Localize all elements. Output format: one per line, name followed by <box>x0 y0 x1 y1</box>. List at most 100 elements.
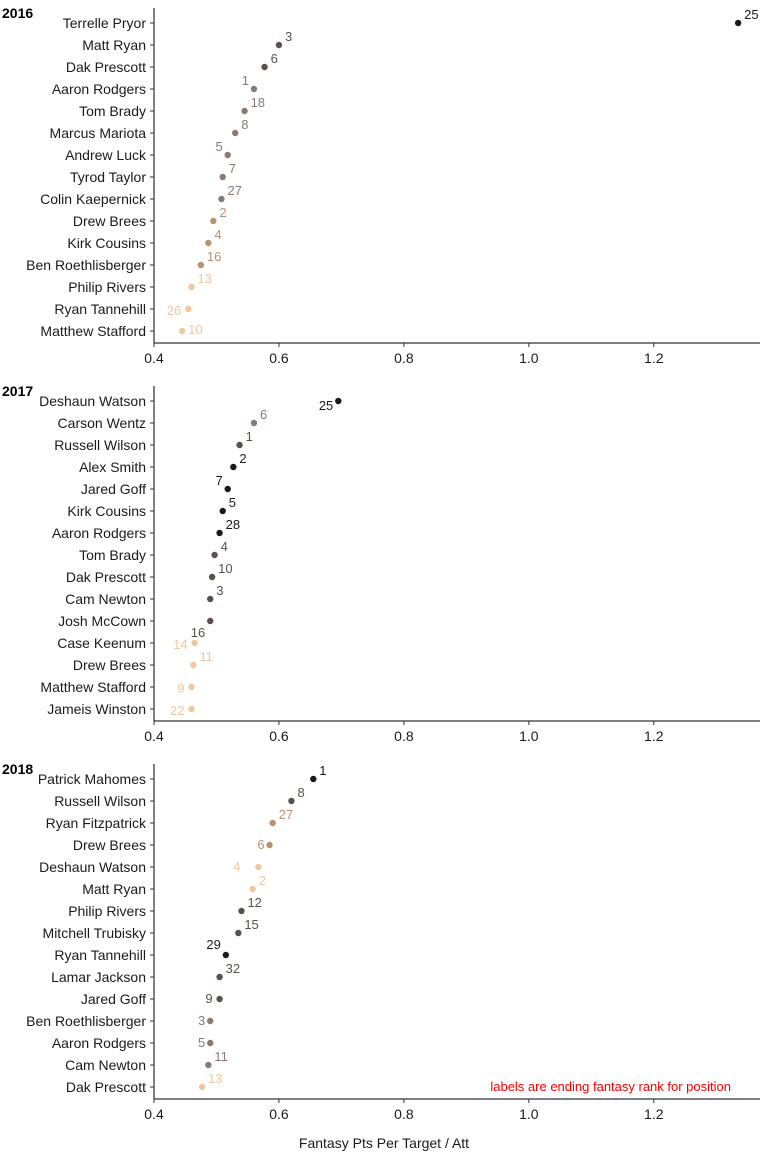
y-category-label: Alex Smith <box>79 459 146 475</box>
rank-label: 5 <box>198 1035 205 1050</box>
y-category-label: Drew Brees <box>73 837 146 853</box>
x-tick-label: 1.2 <box>644 1106 664 1122</box>
rank-label: 14 <box>173 637 187 652</box>
rank-label: 11 <box>214 1049 228 1064</box>
data-point <box>250 419 258 427</box>
rank-label: 6 <box>271 51 278 66</box>
data-point <box>235 929 242 937</box>
rank-label: 4 <box>233 859 240 874</box>
rank-label: 8 <box>241 117 248 132</box>
y-category-label: Mitchell Trubisky <box>43 925 146 941</box>
data-point <box>185 305 192 313</box>
panel-2018: 2018 0.4 0.6 0.8 1.0 1.2 Patrick Mahomes 1 Russe… <box>2 761 760 1122</box>
rank-label: 28 <box>226 517 240 532</box>
y-category-label: Case Keenum <box>57 635 146 651</box>
rank-label: 2 <box>239 451 246 466</box>
rank-label: 3 <box>285 29 292 44</box>
y-category-label: Jared Goff <box>81 481 146 497</box>
y-category-label: Ryan Tannehill <box>54 301 146 317</box>
y-category-label: Marcus Mariota <box>50 125 147 141</box>
data-point <box>216 529 223 537</box>
rank-label: 16 <box>191 625 205 640</box>
y-category-label: Tom Brady <box>79 103 146 119</box>
y-category-label: Cam Newton <box>65 1057 146 1073</box>
y-category-label: Carson Wentz <box>58 415 146 431</box>
data-point <box>238 907 245 915</box>
rank-label: 13 <box>197 271 211 286</box>
x-tick-label: 0.4 <box>144 350 164 366</box>
rank-label: 1 <box>242 73 249 88</box>
x-tick-label: 0.4 <box>144 728 164 744</box>
data-point <box>178 327 186 335</box>
rank-label: 13 <box>208 1071 222 1086</box>
y-category-label: Kirk Cousins <box>67 235 146 251</box>
data-point <box>224 151 231 159</box>
x-tick-label: 0.4 <box>144 1106 164 1122</box>
rank-label: 11 <box>199 649 213 664</box>
data-point <box>255 863 262 871</box>
rank-label: 9 <box>205 991 212 1006</box>
rank-label: 3 <box>198 1013 205 1028</box>
rank-label: 1 <box>319 763 326 778</box>
data-point <box>216 973 223 981</box>
y-category-label: Russell Wilson <box>54 437 146 453</box>
rank-label: 3 <box>216 583 223 598</box>
rank-label: 9 <box>177 681 184 696</box>
data-point <box>224 485 231 493</box>
data-point <box>207 1039 214 1047</box>
y-category-label: Dak Prescott <box>66 1079 146 1095</box>
data-point <box>241 107 248 115</box>
y-category-label: Tom Brady <box>79 547 146 563</box>
rank-label: 8 <box>297 785 304 800</box>
y-category-label: Philip Rivers <box>68 903 146 919</box>
data-point <box>288 797 295 805</box>
data-point <box>222 951 230 959</box>
y-category-label: Russell Wilson <box>54 793 146 809</box>
data-point <box>250 85 258 93</box>
y-category-label: Drew Brees <box>73 657 146 673</box>
data-point <box>734 19 742 27</box>
rank-label: 27 <box>227 183 241 198</box>
y-category-label: Aaron Rodgers <box>52 1035 146 1051</box>
x-tick-label: 0.6 <box>269 350 289 366</box>
x-tick-label: 0.6 <box>269 728 289 744</box>
y-category-label: Kirk Cousins <box>67 503 146 519</box>
data-point <box>216 995 223 1003</box>
x-tick-label: 1.2 <box>644 350 664 366</box>
y-category-label: Cam Newton <box>65 591 146 607</box>
rank-label: 18 <box>251 95 265 110</box>
rank-label: 4 <box>221 539 228 554</box>
y-category-label: Matt Ryan <box>82 881 146 897</box>
x-tick-label: 1.2 <box>644 728 664 744</box>
rank-label: 1 <box>246 429 253 444</box>
data-point <box>249 885 256 893</box>
data-point <box>232 129 239 137</box>
rank-label: 2 <box>219 205 226 220</box>
data-point <box>335 397 342 405</box>
y-category-label: Lamar Jackson <box>51 969 146 985</box>
y-category-label: Deshaun Watson <box>39 393 146 409</box>
rank-label: 5 <box>229 495 236 510</box>
data-point <box>211 551 218 559</box>
y-category-label: Ryan Tannehill <box>54 947 146 963</box>
rank-label: 7 <box>215 473 222 488</box>
y-category-label: Andrew Luck <box>65 147 147 163</box>
data-point <box>269 819 276 827</box>
data-point <box>208 573 216 581</box>
y-category-label: Drew Brees <box>73 213 146 229</box>
data-point <box>190 661 197 669</box>
x-tick-label: 0.8 <box>394 350 414 366</box>
y-category-label: Matthew Stafford <box>40 679 146 695</box>
x-tick-label: 0.8 <box>394 728 414 744</box>
y-category-label: Ben Roethlisberger <box>26 1013 146 1029</box>
x-tick-label: 1.0 <box>519 350 539 366</box>
y-category-label: Jared Goff <box>81 991 146 1007</box>
rank-label: 25 <box>319 398 333 413</box>
x-tick-label: 1.0 <box>519 1106 539 1122</box>
data-point <box>236 441 243 449</box>
data-point <box>266 841 273 849</box>
rank-label: 26 <box>167 303 181 318</box>
